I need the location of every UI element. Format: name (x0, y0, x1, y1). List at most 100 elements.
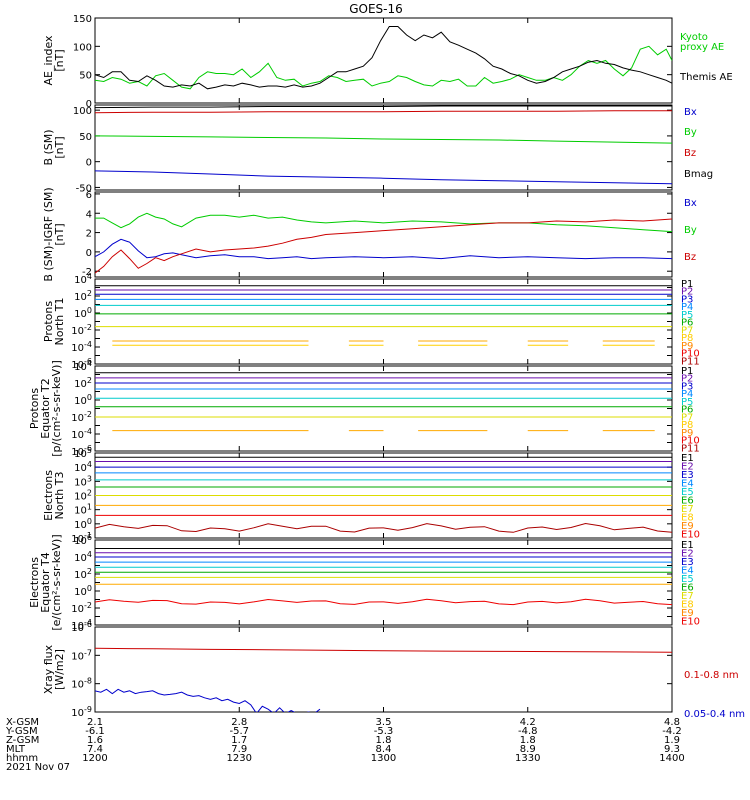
series-line-0-05-0-4-nm (95, 688, 321, 712)
y-tick-label: 106 (74, 533, 92, 547)
series-line-0-1-0-8-nm (95, 647, 672, 653)
y-tick-label: 10-9 (71, 705, 92, 719)
x-row-value: 7.9 (231, 744, 247, 755)
x-row-value: 1400 (659, 753, 684, 764)
legend-p11: P11 (681, 443, 700, 454)
y-tick-label: 10-1 (71, 531, 92, 545)
plot-area (95, 647, 672, 712)
legend-p4: P4 (681, 302, 693, 313)
panel-xray: 10-9 10-8 10-7 10-6 Xray flux[W/m2] 0.1-0.8 n… (42, 620, 745, 720)
series-line-e9 (95, 598, 672, 606)
x-row-value: 7.4 (87, 744, 103, 755)
y-tick-label: 101 (74, 503, 92, 517)
legend-p8: P8 (681, 333, 693, 344)
x-row-value: 1.8 (520, 735, 536, 746)
y-axis-label: Xray flux[W/m2] (42, 644, 66, 694)
legend-p9: P9 (681, 428, 693, 439)
legend-e9: E9 (681, 608, 694, 619)
panel-b_igrf: -2 0 2 4 6 B (SM)-IGRF (SM)[nT] Bx By Bz (42, 187, 697, 281)
x-row-label: hhmm (6, 753, 38, 764)
legend-p8: P8 (681, 420, 693, 431)
y-tick-label: 10-4 (71, 427, 92, 441)
panel-protons_t1: 10-6 10-4 10-2 100 102 104 ProtonsNorth T1 P1P2… (42, 272, 700, 371)
x-row-value: 1.9 (664, 735, 680, 746)
legend-e9: E9 (681, 521, 694, 532)
y-tick-label: 105 (74, 446, 92, 460)
legend-entry: Bx (684, 107, 697, 118)
y-tick-label: 104 (74, 272, 92, 286)
legend-p1: P1 (681, 279, 693, 290)
legend-p1: P1 (681, 366, 693, 377)
y-tick-label: 0 (86, 99, 92, 110)
legend-e10: E10 (681, 617, 700, 628)
y-tick-label: 50 (79, 71, 92, 82)
series-line-by (95, 135, 672, 144)
legend-e1: E1 (681, 453, 694, 464)
legend-e7: E7 (681, 504, 694, 515)
series-line-bz (95, 218, 672, 274)
y-tick-label: 4 (86, 209, 92, 220)
y-tick-label: 10-6 (71, 357, 92, 371)
x-row-value: 3.5 (376, 717, 392, 728)
legend-p10: P10 (681, 349, 700, 360)
legend-e2: E2 (681, 549, 694, 560)
panel-protons_t2: 10-6 10-4 10-2 100 102 104 ProtonsEquator T2[p… (28, 359, 700, 458)
y-tick-label: 2 (86, 229, 92, 240)
y-axis-label: ProtonsEquator T2[p/(cm²-s-sr-keV)] (28, 360, 63, 457)
y-tick-label: 100 (74, 393, 92, 407)
series-line-kyoto-proxy-ae (95, 45, 672, 90)
legend-p11: P11 (681, 356, 700, 367)
legend-p3: P3 (681, 381, 693, 392)
y-axis-label: ElectronsEquator T4[e/(cm²-s-sr-keV)] (28, 534, 63, 630)
y-tick-label: 104 (74, 460, 92, 474)
x-row-value: 1.8 (376, 735, 392, 746)
legend-e4: E4 (681, 479, 694, 490)
legend-e2: E2 (681, 462, 694, 473)
y-tick-label: 100 (74, 306, 92, 320)
y-tick-label: 10-8 (71, 677, 92, 691)
plot-area (95, 456, 672, 533)
legend-entry: By (684, 127, 697, 138)
legend-e8: E8 (681, 513, 694, 524)
x-row-value: -5.3 (374, 726, 394, 737)
series-line-themis-ae (95, 26, 672, 90)
panel-frame (94, 191, 673, 278)
panel-frame (94, 365, 673, 452)
legend-p2: P2 (681, 287, 693, 298)
y-tick-label: 10-2 (71, 323, 92, 337)
y-tick-label: -2 (82, 267, 92, 278)
legend-p6: P6 (681, 405, 693, 416)
legend-e1: E1 (681, 540, 694, 551)
panel-frame (94, 626, 673, 713)
y-tick-label: 10-7 (71, 648, 92, 662)
date-label: 2021 Nov 07 (6, 762, 70, 773)
y-tick-label: 103 (74, 474, 92, 488)
x-row-value: 2.8 (231, 717, 247, 728)
x-row-value: 9.3 (664, 744, 680, 755)
y-tick-label: 10-4 (71, 340, 92, 354)
plot-area (95, 548, 672, 606)
y-tick-label: 50 (79, 132, 92, 143)
x-row-value: 1.6 (87, 735, 103, 746)
legend-p7: P7 (681, 412, 693, 423)
panel-frame (94, 104, 673, 191)
legend-e5: E5 (681, 487, 694, 498)
series-line-by (95, 212, 672, 233)
legend-p9: P9 (681, 341, 693, 352)
legend-p2: P2 (681, 374, 693, 385)
series-line-bmag (95, 105, 672, 109)
y-axis-label: ElectronsNorth T3 (42, 470, 66, 521)
plot-title: GOES-16 (349, 2, 403, 16)
plot-area (95, 105, 672, 185)
x-row-value: -6.1 (85, 726, 105, 737)
y-axis-label: B (SM)[nT] (42, 129, 66, 165)
legend-e3: E3 (681, 470, 694, 481)
legend-p3: P3 (681, 294, 693, 305)
legend-entry: Bz (684, 252, 696, 263)
legend-p4: P4 (681, 389, 693, 400)
x-row-value: 1230 (227, 753, 252, 764)
legend-e4: E4 (681, 566, 694, 577)
